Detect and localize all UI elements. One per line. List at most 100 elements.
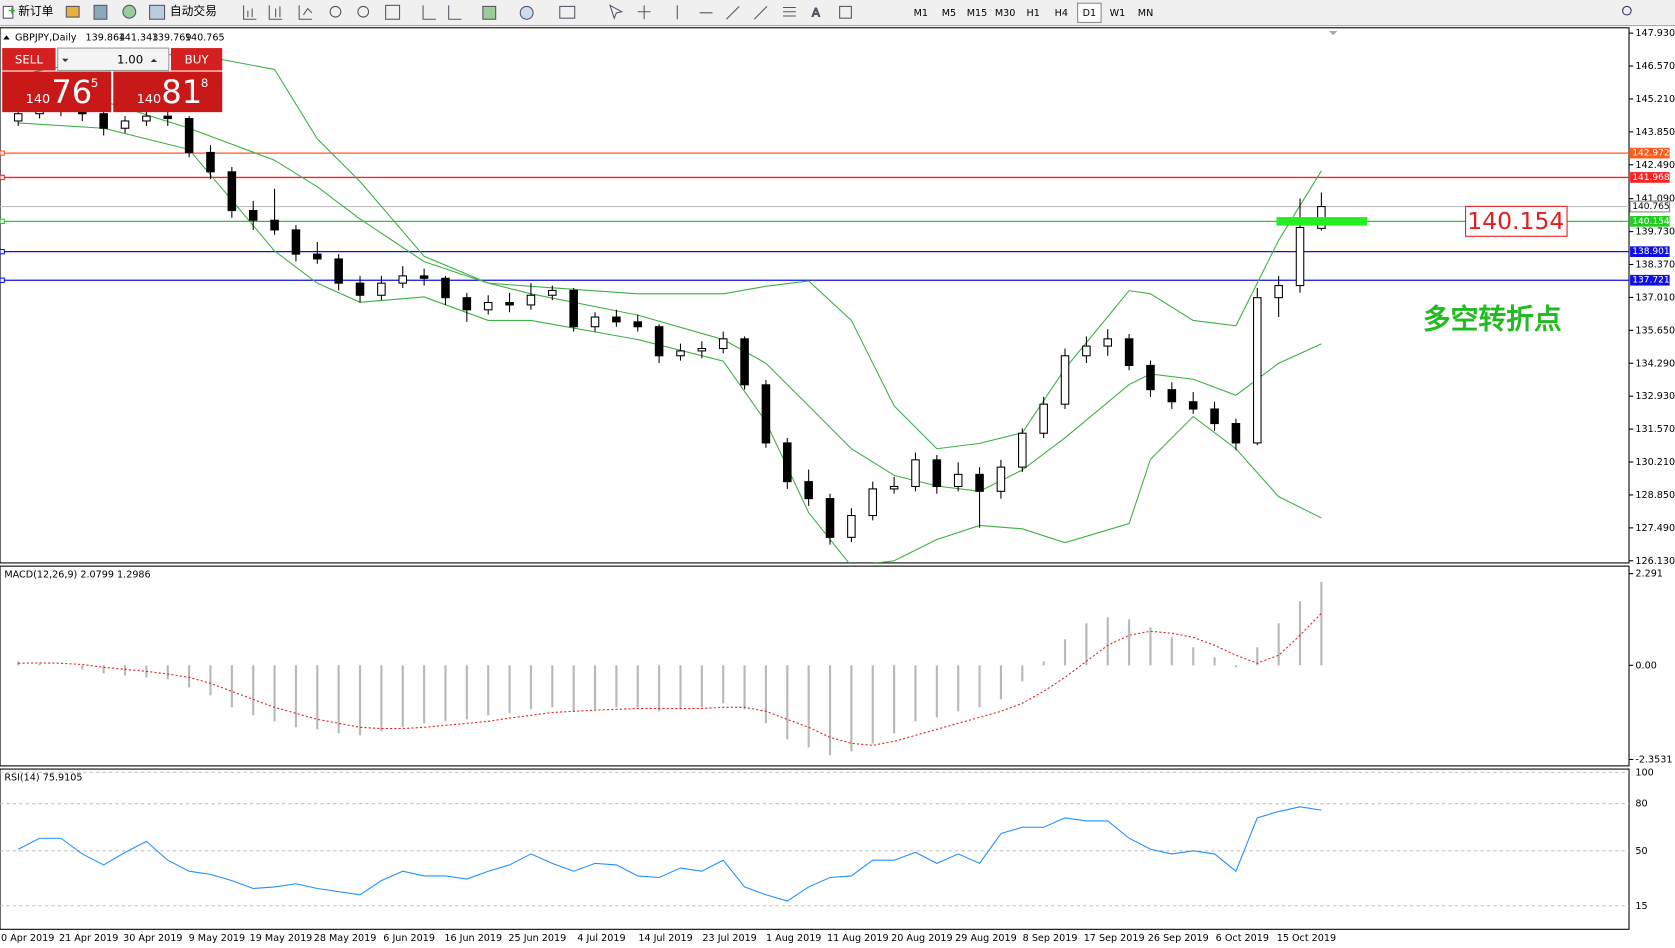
candle-body	[313, 253, 322, 260]
timeframe-button[interactable]: M15	[967, 8, 988, 19]
bid-fraction: 5	[91, 76, 98, 90]
x-tick-label: 9 May 2019	[189, 933, 246, 944]
timeframe-button[interactable]: H4	[1055, 8, 1068, 19]
x-tick-label: 8 Sep 2019	[1023, 933, 1078, 944]
quote-value: 139.769	[152, 32, 192, 43]
x-tick-label: 6 Jun 2019	[383, 933, 435, 944]
timeframe-button[interactable]: M5	[942, 8, 956, 19]
timeframe-button[interactable]: M30	[995, 8, 1016, 19]
y-tick-label: -2.3531	[1635, 754, 1672, 765]
annotation-price: 140.154	[1467, 207, 1564, 235]
x-tick-label: 11 Aug 2019	[827, 933, 889, 944]
x-tick-label: 21 Apr 2019	[59, 933, 118, 944]
x-tick-label: 30 Apr 2019	[123, 933, 182, 944]
candle-body	[377, 282, 386, 296]
candle-body	[718, 338, 728, 350]
candle-body	[1146, 364, 1155, 391]
candle-body	[953, 473, 963, 488]
candle-body	[13, 113, 23, 122]
panel-title: MACD(12,26,9) 2.0799 1.2986	[4, 570, 150, 581]
level-label-box	[1630, 147, 1670, 159]
chart-shift-marker	[1328, 30, 1338, 36]
candle-body	[1039, 403, 1048, 434]
current-price-box	[1629, 200, 1671, 213]
y-tick-label: 146.570	[1635, 61, 1675, 72]
x-tick-label: 23 Jul 2019	[702, 933, 756, 944]
bid-pips: 76	[51, 73, 92, 111]
timeframe-bar: M1 M5 M15 M30 H1 H4 D1 W1 MN	[914, 2, 1153, 23]
lot-size[interactable]: 1.00	[117, 52, 143, 66]
candle-body	[184, 118, 194, 153]
y-tick-label: 141.090	[1635, 194, 1675, 205]
x-tick-label: 16 Jun 2019	[444, 933, 502, 944]
y-tick-label: 139.730	[1635, 227, 1675, 238]
candle-body	[825, 498, 835, 538]
level-handle	[0, 218, 5, 225]
candle-body	[483, 301, 493, 311]
candle-body	[1231, 423, 1241, 444]
candle-body	[441, 277, 450, 299]
timeframe-button[interactable]: MN	[1138, 8, 1153, 19]
auto-trading-button[interactable]: 自动交易	[170, 4, 217, 18]
y-tick-label: 145.210	[1635, 94, 1675, 105]
x-tick-label: 6 Oct 2019	[1216, 933, 1269, 944]
level-label-box	[1630, 246, 1670, 258]
new-order-button[interactable]: 新订单	[18, 4, 53, 18]
candle-body	[654, 326, 664, 357]
buy-button[interactable]: BUY	[185, 52, 210, 66]
candle-body	[975, 473, 984, 492]
candle-body	[1018, 432, 1027, 468]
timeframe-button[interactable]: D1	[1083, 8, 1097, 19]
timeframe-button[interactable]: W1	[1110, 8, 1126, 19]
y-tick-label: 127.490	[1635, 523, 1675, 534]
x-tick-label: 28 May 2019	[314, 933, 377, 944]
candle-body	[120, 120, 130, 129]
candle-body	[398, 275, 408, 284]
sell-button[interactable]: SELL	[15, 52, 43, 66]
main-plot	[0, 52, 1630, 563]
x-tick-label: 15 Oct 2019	[1277, 933, 1336, 944]
candle-body	[419, 275, 429, 279]
y-tick-label: 128.850	[1635, 490, 1675, 501]
search-icon[interactable]	[1622, 5, 1632, 16]
candle-body	[142, 115, 151, 122]
candle-body	[548, 289, 557, 296]
candle-body	[740, 338, 749, 386]
candle-body	[1082, 345, 1091, 357]
y-tick-label: 143.850	[1635, 127, 1675, 138]
candle-body	[270, 219, 279, 231]
candle-body	[1210, 408, 1219, 425]
candle-body	[1167, 389, 1177, 403]
y-tick-label: 131.570	[1635, 424, 1675, 435]
candle-body	[462, 297, 472, 311]
y-tick-label: 134.290	[1635, 358, 1675, 369]
timeframe-active	[1077, 2, 1102, 23]
candle-body	[1253, 297, 1262, 444]
candle-body	[804, 481, 813, 500]
bollinger-upper	[18, 52, 1322, 450]
toolbar	[0, 0, 1675, 26]
candle-body	[932, 459, 942, 488]
level-label-box	[1630, 274, 1670, 286]
candle-body	[911, 459, 920, 488]
y-tick-label: 137.010	[1635, 292, 1675, 303]
timeframe-button[interactable]: M1	[914, 8, 928, 19]
y-tick-label: 100	[1635, 767, 1653, 778]
symbol-marker	[3, 35, 10, 40]
candle-body	[889, 485, 899, 490]
candle-body	[248, 210, 258, 221]
level-handle	[0, 248, 5, 255]
level-label-box	[1630, 215, 1670, 227]
candle-body	[590, 316, 600, 328]
x-tick-label: 17 Sep 2019	[1084, 933, 1145, 944]
level-handle	[0, 150, 5, 156]
quote-value: 141.343	[119, 32, 159, 43]
level-label: 141.968	[1632, 173, 1670, 183]
quote-value: 139.864	[86, 32, 126, 43]
candle-body	[1124, 338, 1134, 366]
x-tick-label: 14 Jul 2019	[638, 933, 692, 944]
timeframe-button[interactable]: H1	[1027, 8, 1040, 19]
